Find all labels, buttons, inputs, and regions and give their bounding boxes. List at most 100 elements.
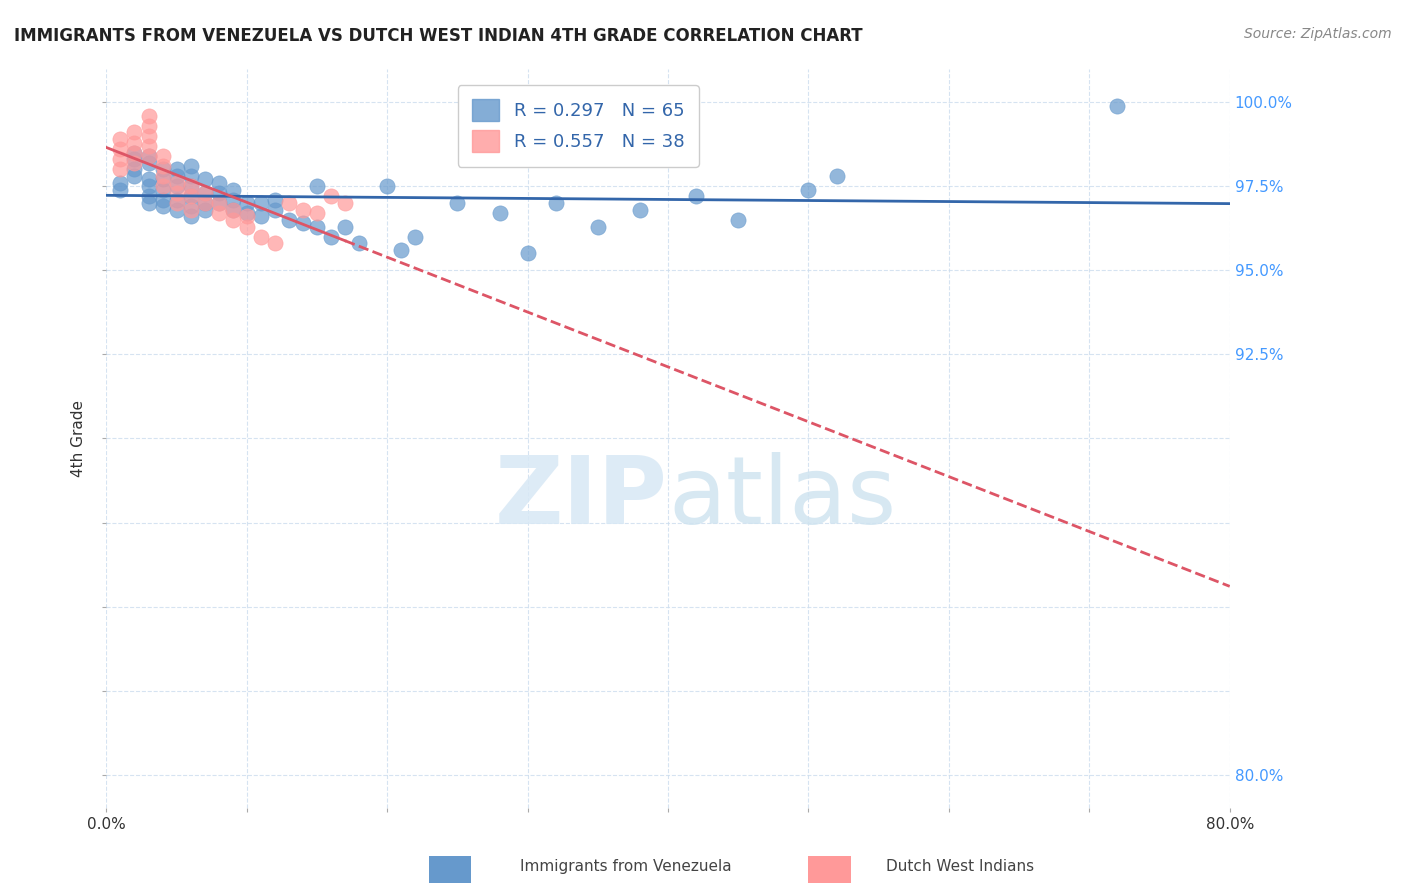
- Point: [264, 202, 287, 217]
- Point: [446, 196, 468, 211]
- Point: [180, 179, 202, 194]
- Point: [152, 183, 174, 197]
- Point: [124, 153, 146, 167]
- Text: IMMIGRANTS FROM VENEZUELA VS DUTCH WEST INDIAN 4TH GRADE CORRELATION CHART: IMMIGRANTS FROM VENEZUELA VS DUTCH WEST …: [14, 27, 863, 45]
- Point: [138, 149, 160, 163]
- Point: [138, 172, 160, 186]
- Point: [124, 145, 146, 160]
- Point: [277, 196, 299, 211]
- Point: [110, 183, 132, 197]
- Y-axis label: 4th Grade: 4th Grade: [72, 400, 86, 477]
- Point: [152, 169, 174, 183]
- Point: [124, 136, 146, 150]
- Point: [1107, 98, 1129, 112]
- Point: [488, 206, 510, 220]
- Point: [110, 153, 132, 167]
- Point: [138, 179, 160, 194]
- Point: [138, 109, 160, 123]
- Point: [110, 176, 132, 190]
- Point: [194, 196, 217, 211]
- Point: [152, 162, 174, 177]
- Point: [250, 210, 273, 224]
- Point: [797, 183, 820, 197]
- Point: [180, 210, 202, 224]
- Point: [319, 229, 342, 244]
- Point: [180, 179, 202, 194]
- Point: [685, 189, 707, 203]
- Point: [264, 193, 287, 207]
- Point: [138, 139, 160, 153]
- Text: Source: ZipAtlas.com: Source: ZipAtlas.com: [1244, 27, 1392, 41]
- Point: [404, 229, 426, 244]
- Text: ZIP: ZIP: [495, 451, 668, 543]
- Point: [138, 128, 160, 143]
- Point: [291, 202, 314, 217]
- Point: [333, 196, 356, 211]
- Point: [208, 176, 231, 190]
- Point: [124, 155, 146, 169]
- Point: [236, 219, 259, 234]
- Point: [166, 179, 188, 194]
- Point: [194, 172, 217, 186]
- Point: [124, 169, 146, 183]
- Point: [166, 196, 188, 211]
- Point: [194, 196, 217, 211]
- Point: [516, 246, 538, 260]
- Point: [236, 210, 259, 224]
- Point: [208, 196, 231, 211]
- Point: [305, 206, 328, 220]
- Point: [194, 186, 217, 200]
- Point: [152, 149, 174, 163]
- Point: [586, 219, 609, 234]
- Point: [180, 189, 202, 203]
- Point: [250, 229, 273, 244]
- Point: [375, 179, 398, 194]
- Point: [333, 219, 356, 234]
- Point: [166, 193, 188, 207]
- Point: [389, 243, 412, 257]
- Point: [166, 162, 188, 177]
- Point: [152, 199, 174, 213]
- Point: [250, 196, 273, 211]
- Point: [194, 186, 217, 200]
- Point: [264, 236, 287, 251]
- Text: Dutch West Indians: Dutch West Indians: [886, 859, 1033, 874]
- Point: [110, 132, 132, 146]
- Point: [152, 172, 174, 186]
- Point: [727, 212, 749, 227]
- Point: [222, 202, 245, 217]
- Point: [305, 179, 328, 194]
- Point: [124, 125, 146, 139]
- Point: [347, 236, 370, 251]
- Point: [222, 183, 245, 197]
- Point: [180, 189, 202, 203]
- Point: [208, 186, 231, 200]
- Point: [208, 206, 231, 220]
- Point: [628, 202, 651, 217]
- Point: [110, 162, 132, 177]
- Point: [222, 212, 245, 227]
- Point: [166, 176, 188, 190]
- Point: [166, 169, 188, 183]
- Point: [138, 119, 160, 133]
- Point: [222, 193, 245, 207]
- Point: [152, 159, 174, 173]
- Point: [319, 189, 342, 203]
- Point: [236, 206, 259, 220]
- Point: [194, 202, 217, 217]
- Point: [166, 186, 188, 200]
- Point: [124, 145, 146, 160]
- Point: [166, 202, 188, 217]
- Point: [152, 179, 174, 194]
- Text: Immigrants from Venezuela: Immigrants from Venezuela: [520, 859, 733, 874]
- Point: [152, 193, 174, 207]
- Point: [208, 196, 231, 211]
- Text: atlas: atlas: [668, 451, 896, 543]
- Point: [124, 162, 146, 177]
- Point: [305, 219, 328, 234]
- Point: [180, 159, 202, 173]
- Point: [138, 155, 160, 169]
- Point: [180, 199, 202, 213]
- Point: [544, 196, 567, 211]
- Point: [180, 169, 202, 183]
